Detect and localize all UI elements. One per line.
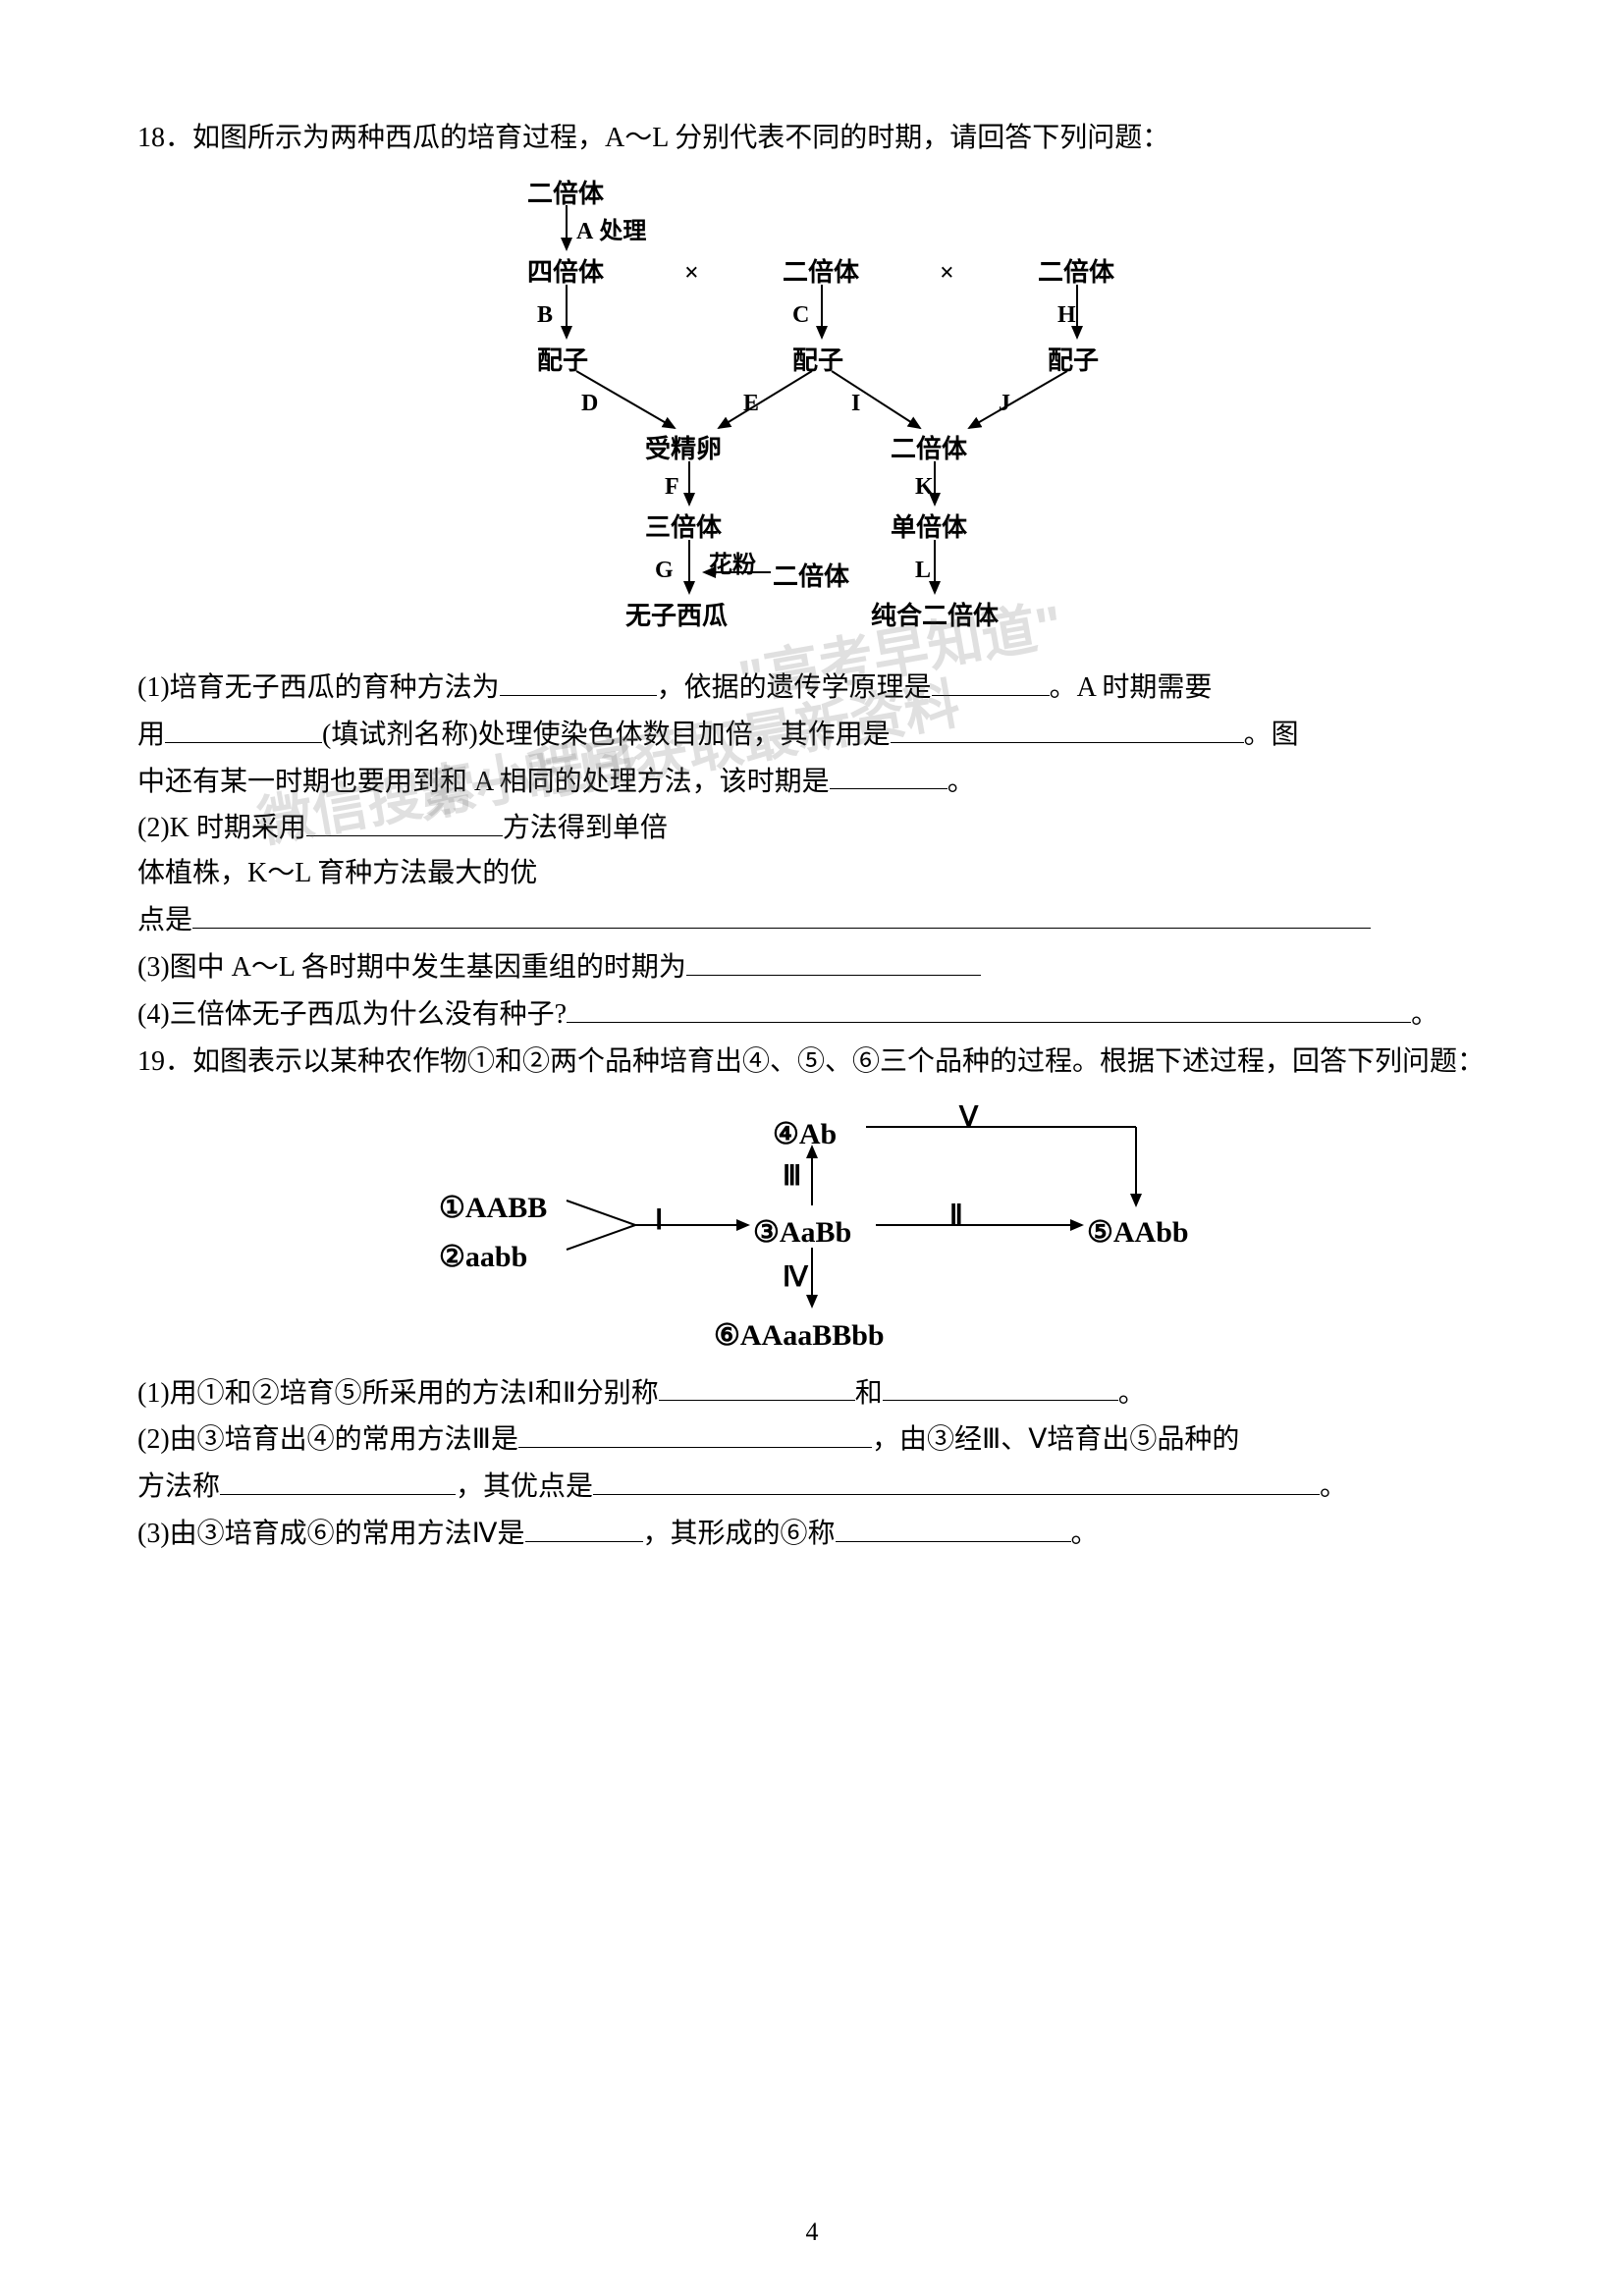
node-gamete-left: 配子 xyxy=(537,342,588,380)
blank[interactable] xyxy=(306,806,503,836)
roman-III: Ⅲ xyxy=(783,1156,801,1198)
node-4: ④Ab xyxy=(773,1112,837,1156)
blank[interactable] xyxy=(686,945,981,976)
edge-E: E xyxy=(743,386,759,421)
roman-V: Ⅴ xyxy=(959,1097,978,1139)
roman-IV: Ⅳ xyxy=(783,1257,808,1299)
node-diploid-right: 二倍体 xyxy=(1038,253,1114,292)
q18-sub1-line3: 中还有某一时期也要用到和 A 相同的处理方法，该时期是。 xyxy=(137,760,1487,803)
edge-G: G xyxy=(655,553,674,588)
q19-sub2-line1: (2)由③培育出④的常用方法Ⅲ是，由③经Ⅲ、Ⅴ培育出⑤品种的 xyxy=(137,1417,1487,1461)
node-gamete-right: 配子 xyxy=(1048,342,1099,380)
edge-I: I xyxy=(851,386,860,421)
edge-A: A 处理 xyxy=(576,214,646,249)
edge-D: D xyxy=(581,386,598,421)
q18-sub1-line2: 用(填试剂名称)处理使染色体数目加倍，其作用是。图 xyxy=(137,713,1487,756)
blank[interactable] xyxy=(165,713,322,743)
blank[interactable] xyxy=(192,898,1371,929)
q19-sub2-line2: 方法称，其优点是。 xyxy=(137,1465,1487,1508)
blank[interactable] xyxy=(659,1371,855,1402)
blank[interactable] xyxy=(593,1465,1320,1495)
blank[interactable] xyxy=(830,760,947,790)
blank[interactable] xyxy=(500,666,657,696)
q19-diagram: ①AABB ②aabb ③AaBb ④Ab ⑤AAbb ⑥AAaaBBbb Ⅰ … xyxy=(321,1093,1303,1348)
q18-sub2-line2: 体植株，K～L 育种方法最大的优 xyxy=(137,853,1487,894)
q18-diagram: 二倍体 四倍体 二倍体 二倍体 配子 配子 配子 受精卵 二倍体 三倍体 单倍体… xyxy=(370,175,1254,646)
node-seedless: 无子西瓜 xyxy=(625,597,728,635)
node-diploid-top: 二倍体 xyxy=(527,175,604,213)
blank[interactable] xyxy=(518,1417,872,1448)
q19-sub1: (1)用①和②培育⑤所采用的方法Ⅰ和Ⅱ分别称和。 xyxy=(137,1371,1487,1415)
page-number: 4 xyxy=(806,2217,819,2247)
edge-C: C xyxy=(792,297,809,333)
edge-G-pollen: 花粉 xyxy=(709,548,756,583)
node-2: ②aabb xyxy=(439,1235,527,1279)
q18-title: 18．如图所示为两种西瓜的培育过程，A～L 分别代表不同的时期，请回答下列问题： xyxy=(137,118,1487,159)
edge-L: L xyxy=(915,553,931,588)
edge-K: K xyxy=(915,469,934,505)
blank[interactable] xyxy=(932,666,1050,696)
blank[interactable] xyxy=(525,1512,643,1542)
q18-sub2-line1: (2)K 时期采用方法得到单倍 xyxy=(137,806,1487,849)
edge-F: F xyxy=(665,469,679,505)
blank[interactable] xyxy=(220,1465,456,1495)
q19-title: 19．如图表示以某种农作物①和②两个品种培育出④、⑤、⑥三个品种的过程。根据下述… xyxy=(137,1041,1487,1083)
blank[interactable] xyxy=(891,713,1244,743)
node-3: ③AaBb xyxy=(753,1210,851,1255)
node-diploid-mid: 二倍体 xyxy=(783,253,859,292)
node-diploid-cross2: 二倍体 xyxy=(891,430,967,468)
node-6: ⑥AAaaBBbb xyxy=(714,1313,885,1358)
blank[interactable] xyxy=(567,992,1411,1023)
node-fertilized-egg: 受精卵 xyxy=(645,430,722,468)
page-content: 18．如图所示为两种西瓜的培育过程，A～L 分别代表不同的时期，请回答下列问题： xyxy=(0,0,1624,1614)
q18-sub2-line3: 点是 xyxy=(137,898,1487,941)
cross-2: × xyxy=(940,253,954,292)
q18-sub4: (4)三倍体无子西瓜为什么没有种子?。 xyxy=(137,992,1487,1036)
edge-H: H xyxy=(1057,297,1076,333)
node-gamete-mid: 配子 xyxy=(792,342,843,380)
q18-sub3: (3)图中 A～L 各时期中发生基因重组的时期为 xyxy=(137,945,1487,988)
node-1: ①AABB xyxy=(439,1186,547,1230)
node-tetraploid: 四倍体 xyxy=(527,253,604,292)
node-diploid-pollen: 二倍体 xyxy=(773,558,849,596)
roman-I: Ⅰ xyxy=(655,1201,663,1242)
q19-sub3: (3)由③培育成⑥的常用方法Ⅳ是，其形成的⑥称。 xyxy=(137,1512,1487,1555)
roman-II: Ⅱ xyxy=(949,1196,963,1237)
node-5: ⑤AAbb xyxy=(1087,1210,1189,1255)
cross-1: × xyxy=(684,253,699,292)
node-pure-diploid: 纯合二倍体 xyxy=(871,597,999,635)
node-triploid: 三倍体 xyxy=(645,508,722,547)
blank[interactable] xyxy=(883,1371,1118,1402)
edge-B: B xyxy=(537,297,553,333)
q18-sub1-line1: (1)培育无子西瓜的育种方法为，依据的遗传学原理是。A 时期需要 xyxy=(137,666,1487,709)
edge-J: J xyxy=(999,386,1010,421)
node-haploid: 单倍体 xyxy=(891,508,967,547)
blank[interactable] xyxy=(836,1512,1071,1542)
